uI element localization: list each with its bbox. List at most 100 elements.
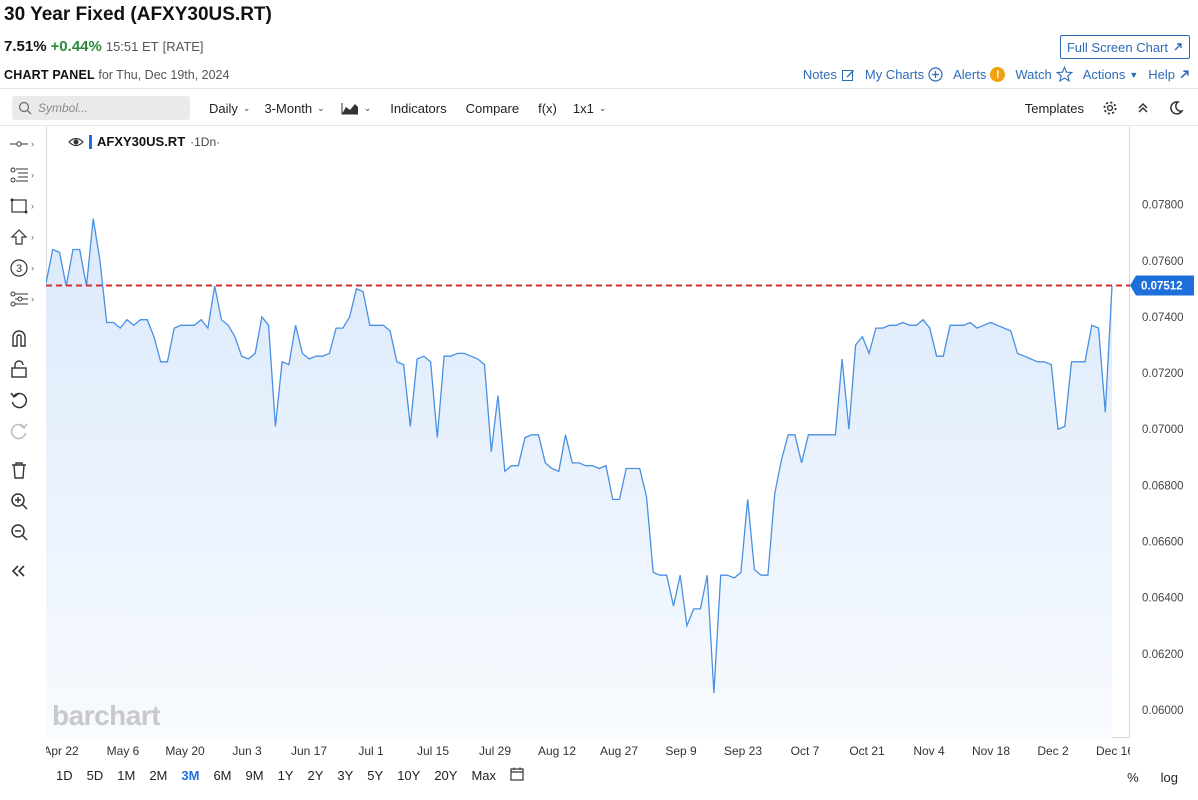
full-screen-chart-label: Full Screen Chart [1066,39,1168,55]
range-10y-button[interactable]: 10Y [397,768,421,783]
range-5d-button[interactable]: 5D [86,768,104,783]
shape-tool-button[interactable]: › [10,194,40,218]
range-2y-button[interactable]: 2Y [307,768,324,783]
x-tick-label: Apr 22 [46,744,79,758]
price-change: +0.44% [50,38,102,55]
fib-tool-button[interactable]: › [10,163,40,187]
lock-button[interactable] [10,357,40,381]
x-tick-label: Aug 27 [600,744,638,758]
range-3y-button[interactable]: 3Y [337,768,354,783]
range-2m-button[interactable]: 2M [149,768,168,783]
symbol-placeholder: Symbol... [38,101,89,115]
x-tick-label: Dec 16 [1096,744,1130,758]
function-button[interactable]: f(x) [538,100,557,116]
redo-button[interactable] [10,419,40,443]
eye-icon[interactable] [68,136,84,148]
arrow-tool-button[interactable]: › [10,225,40,249]
range-20y-button[interactable]: 20Y [434,768,458,783]
y-tick-label: 0.06200 [1142,649,1184,661]
scale-options: % log [1127,770,1178,785]
series-line [46,218,1113,694]
delete-button[interactable] [10,458,40,482]
templates-button[interactable]: Templates [1024,100,1084,116]
y-tick-label: 0.06400 [1142,593,1184,605]
range-6m-button[interactable]: 6M [213,768,232,783]
caret-down-icon: ▼ [1129,69,1139,80]
range-1m-button[interactable]: 1M [117,768,136,783]
moon-icon[interactable] [1168,100,1184,116]
chart-panel-label: CHART PANEL for Thu, Dec 19th, 2024 [4,68,229,82]
collapse-up-icon[interactable] [1136,101,1150,115]
calendar-icon[interactable] [510,767,524,784]
barchart-watermark: barchart [52,700,161,731]
chevron-right-icon: › [31,170,34,180]
y-tick-label: 0.06600 [1142,536,1184,548]
price-chart[interactable] [46,126,1130,738]
line-tool-button[interactable]: › [10,132,40,156]
legend-symbol: AFXY30US.RT [97,134,186,149]
expand-arrow-icon [1174,43,1182,51]
x-tick-label: Jul 1 [358,744,384,758]
percent-scale-button[interactable]: % [1127,770,1139,785]
chevron-down-icon: ⌄ [317,102,325,113]
chevron-down-icon: ⌄ [363,102,372,113]
fibonacci-icon [10,167,28,183]
chart-panel-title: CHART PANEL [4,68,95,82]
x-tick-label: Jun 17 [291,744,327,758]
x-tick-label: Dec 2 [1037,744,1069,758]
gear-icon[interactable] [1102,100,1118,116]
last-price-label: 0.07512 [1141,280,1183,292]
expand-arrow-icon [1180,70,1189,79]
watch-link[interactable]: Watch [1015,66,1073,83]
time-range-bar: 1D 5D 1M 2M 3M 6M 9M 1Y 2Y 3Y 5Y 10Y 20Y Max [56,767,524,784]
x-tick-label: Oct 7 [791,744,820,758]
chart-legend: AFXY30US.RT ·1Dn· [68,134,220,149]
y-tick-label: 0.07200 [1142,368,1184,380]
range-5y-button[interactable]: 5Y [367,768,384,783]
zoom-out-button[interactable] [10,520,40,544]
chart-type-dropdown[interactable]: ⌄ [341,101,372,115]
indicators-button[interactable]: Indicators [390,100,447,116]
last-price-marker [1130,275,1194,296]
annotation-tool-button[interactable]: 3 › [10,256,40,280]
alerts-label: Alerts [953,67,987,82]
chart-panel-date: for Thu, Dec 19th, 2024 [98,68,230,82]
collapse-sidebar-button[interactable] [10,559,40,583]
actions-label: Actions [1082,67,1126,82]
range-1y-button[interactable]: 1Y [277,768,294,783]
range-9m-button[interactable]: 9M [245,768,264,783]
zoom-in-button[interactable] [10,489,40,513]
period-dropdown[interactable]: 3-Month ⌄ [264,101,324,116]
redo-icon [10,423,28,440]
undo-button[interactable] [10,388,40,412]
y-axis[interactable]: 0.07800 0.07600 0.07400 0.07200 0.07000 0.068… [1130,126,1198,738]
range-max-button[interactable]: Max [471,768,497,783]
chevron-down-icon: ⌄ [242,102,251,113]
range-3m-button[interactable]: 3M [181,768,200,783]
rectangle-icon [10,198,28,214]
log-scale-button[interactable]: log [1160,770,1178,785]
interval-dropdown[interactable]: Daily ⌄ [209,101,250,116]
range-1d-button[interactable]: 1D [56,768,73,783]
chevron-down-icon: ⌄ [598,102,607,113]
x-tick-label: Nov 18 [972,744,1010,758]
pattern-tool-button[interactable]: › [10,287,40,311]
help-label: Help [1148,67,1175,82]
compare-button[interactable]: Compare [465,100,520,116]
notes-label: Notes [802,67,837,82]
help-link[interactable]: Help [1148,67,1190,82]
x-axis[interactable]: Apr 22 May 6 May 20 Jun 3 Jun 17 Jul 1 Jul 15 J… [46,738,1130,762]
arrow-up-icon [10,229,28,245]
actions-menu[interactable]: Actions ▼ [1083,67,1139,82]
my-charts-link[interactable]: My Charts [865,67,943,82]
magnet-button[interactable] [10,326,40,350]
alerts-link[interactable]: Alerts ! [953,67,1006,82]
layout-label: 1x1 [572,100,594,116]
symbol-search-input[interactable]: Symbol... [12,96,190,120]
x-tick-label: May 6 [107,744,140,758]
quote-time: 15:51 ET [105,39,159,54]
trash-icon [12,462,26,479]
notes-link[interactable]: Notes [803,67,855,82]
layout-dropdown[interactable]: 1x1 ⌄ [573,101,607,116]
full-screen-chart-button[interactable]: Full Screen Chart [1059,35,1190,59]
